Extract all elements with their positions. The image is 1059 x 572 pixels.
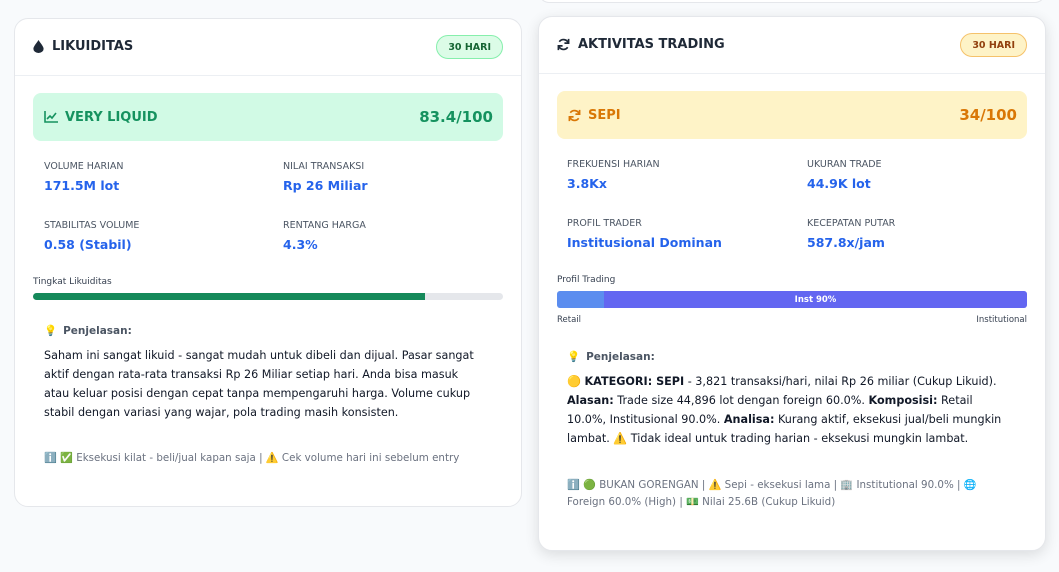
explanation-segment: Retail 10.0%, Institusional 90.0%. <box>567 394 973 426</box>
metric: FREKUENSI HARIAN 3.8Kx <box>567 159 660 191</box>
refresh-icon <box>568 109 581 121</box>
metric-label: STABILITAS VOLUME <box>44 220 140 231</box>
status-label: SEPI <box>568 108 621 123</box>
card-header: AKTIVITAS TRADING 30 HARI <box>539 17 1045 74</box>
card-header: LIKUIDITAS 30 HARI <box>15 19 521 76</box>
metric-value: Rp 26 Miliar <box>283 178 368 193</box>
footer: ℹ️ 🟢 BUKAN GORENGAN | ⚠️ Sepi - eksekusi… <box>567 479 977 508</box>
metric: UKURAN TRADE 44.9K lot <box>807 159 882 191</box>
segment-label: Inst 90% <box>794 294 837 305</box>
liquidity-bar-fill <box>33 293 425 300</box>
bar-label: Profil Trading <box>557 275 616 285</box>
status-score: 34/100 <box>959 106 1017 124</box>
card-title: LIKUIDITAS <box>33 39 133 54</box>
metric-value: 4.3% <box>283 237 318 252</box>
card-title: AKTIVITAS TRADING <box>557 37 725 52</box>
metric-label: RENTANG HARGA <box>283 220 366 231</box>
status-box: VERY LIQUID 83.4/100 <box>33 93 503 141</box>
explanation-title: 💡 Penjelasan: <box>567 350 655 364</box>
explanation-segment: Kurang aktif, eksekusi jual/beli mungkin… <box>567 413 1002 445</box>
metric-value: 587.8x/jam <box>807 235 885 250</box>
metric: PROFIL TRADER Institusional Dominan <box>567 218 722 250</box>
trading-bar-segment <box>557 291 604 308</box>
metric: RENTANG HARGA 4.3% <box>283 220 366 252</box>
trading-bar-track: Inst 90% <box>557 291 1027 308</box>
metric-label: VOLUME HARIAN <box>44 161 124 172</box>
explanation-segment: Saham ini sangat likuid - sangat mudah u… <box>44 349 474 419</box>
liquidity-card: LIKUIDITAS 30 HARI VERY LIQUID 83.4/100 … <box>14 18 522 507</box>
footer: ℹ️ ✅ Eksekusi kilat - beli/jual kapan sa… <box>44 452 460 464</box>
badge: 30 HARI <box>436 35 503 59</box>
status-label: VERY LIQUID <box>44 110 158 125</box>
card-fragment <box>538 0 1046 3</box>
bulb-icon: 💡 <box>567 351 581 363</box>
liquidity-bar-track <box>33 293 503 300</box>
metric-value: 0.58 (Stabil) <box>44 237 132 252</box>
title-text: AKTIVITAS TRADING <box>578 37 725 52</box>
metric-value: Institusional Dominan <box>567 235 722 250</box>
metric-label: PROFIL TRADER <box>567 218 642 229</box>
metric: VOLUME HARIAN 171.5M lot <box>44 161 123 193</box>
metric-value: 3.8Kx <box>567 176 607 191</box>
metric: NILAI TRANSAKSI Rp 26 Miliar <box>283 161 368 193</box>
explanation-title: 💡 Penjelasan: <box>44 324 132 338</box>
explanation-segment: Analisa: <box>723 413 775 426</box>
metric: STABILITAS VOLUME 0.58 (Stabil) <box>44 220 139 252</box>
explanation-segment: Alasan: <box>567 394 614 407</box>
status-score: 83.4/100 <box>419 108 493 126</box>
metric-label: FREKUENSI HARIAN <box>567 159 660 170</box>
bar-right-label: Institutional <box>976 315 1027 325</box>
refresh-icon <box>557 38 570 51</box>
footer-text: 🟢 BUKAN GORENGAN | ⚠️ Sepi - eksekusi la… <box>567 479 977 508</box>
bar-label: Tingkat Likuiditas <box>33 277 112 287</box>
metric: KECEPATAN PUTAR 587.8x/jam <box>807 218 895 250</box>
explanation-text: 🟡 KATEGORI: SEPI - 3,821 transaksi/hari,… <box>567 372 1007 448</box>
trading-card: AKTIVITAS TRADING 30 HARI SEPI 34/100 FR… <box>538 16 1046 551</box>
trading-bar-segment: Inst 90% <box>604 291 1027 308</box>
explanation-segment: Trade size 44,896 lot dengan foreign 60.… <box>613 394 869 407</box>
chart-icon <box>44 111 58 123</box>
explanation-title-text: Penjelasan: <box>63 324 132 337</box>
explanation-segment: - 3,821 transaksi/hari, nilai Rp 26 mili… <box>684 375 997 388</box>
drop-icon <box>33 40 44 53</box>
footer-text: ✅ Eksekusi kilat - beli/jual kapan saja … <box>60 452 460 464</box>
metric-value: 44.9K lot <box>807 176 871 191</box>
metric-label: UKURAN TRADE <box>807 159 882 170</box>
explanation-segment: KATEGORI: SEPI <box>584 375 685 388</box>
bulb-icon: 💡 <box>44 325 58 337</box>
title-text: LIKUIDITAS <box>52 39 134 54</box>
metric-label: NILAI TRANSAKSI <box>283 161 365 172</box>
explanation-title-text: Penjelasan: <box>586 350 655 363</box>
badge: 30 HARI <box>960 33 1027 57</box>
bar-left-label: Retail <box>557 315 582 325</box>
metric-label: KECEPATAN PUTAR <box>807 218 896 229</box>
explanation-segment: 🟡 <box>567 375 585 388</box>
status-text: VERY LIQUID <box>65 109 158 125</box>
explanation-segment: Komposisi: <box>868 394 938 407</box>
explanation-text: Saham ini sangat likuid - sangat mudah u… <box>44 346 484 422</box>
metric-value: 171.5M lot <box>44 178 120 193</box>
status-box: SEPI 34/100 <box>557 91 1027 139</box>
status-text: SEPI <box>588 107 621 123</box>
